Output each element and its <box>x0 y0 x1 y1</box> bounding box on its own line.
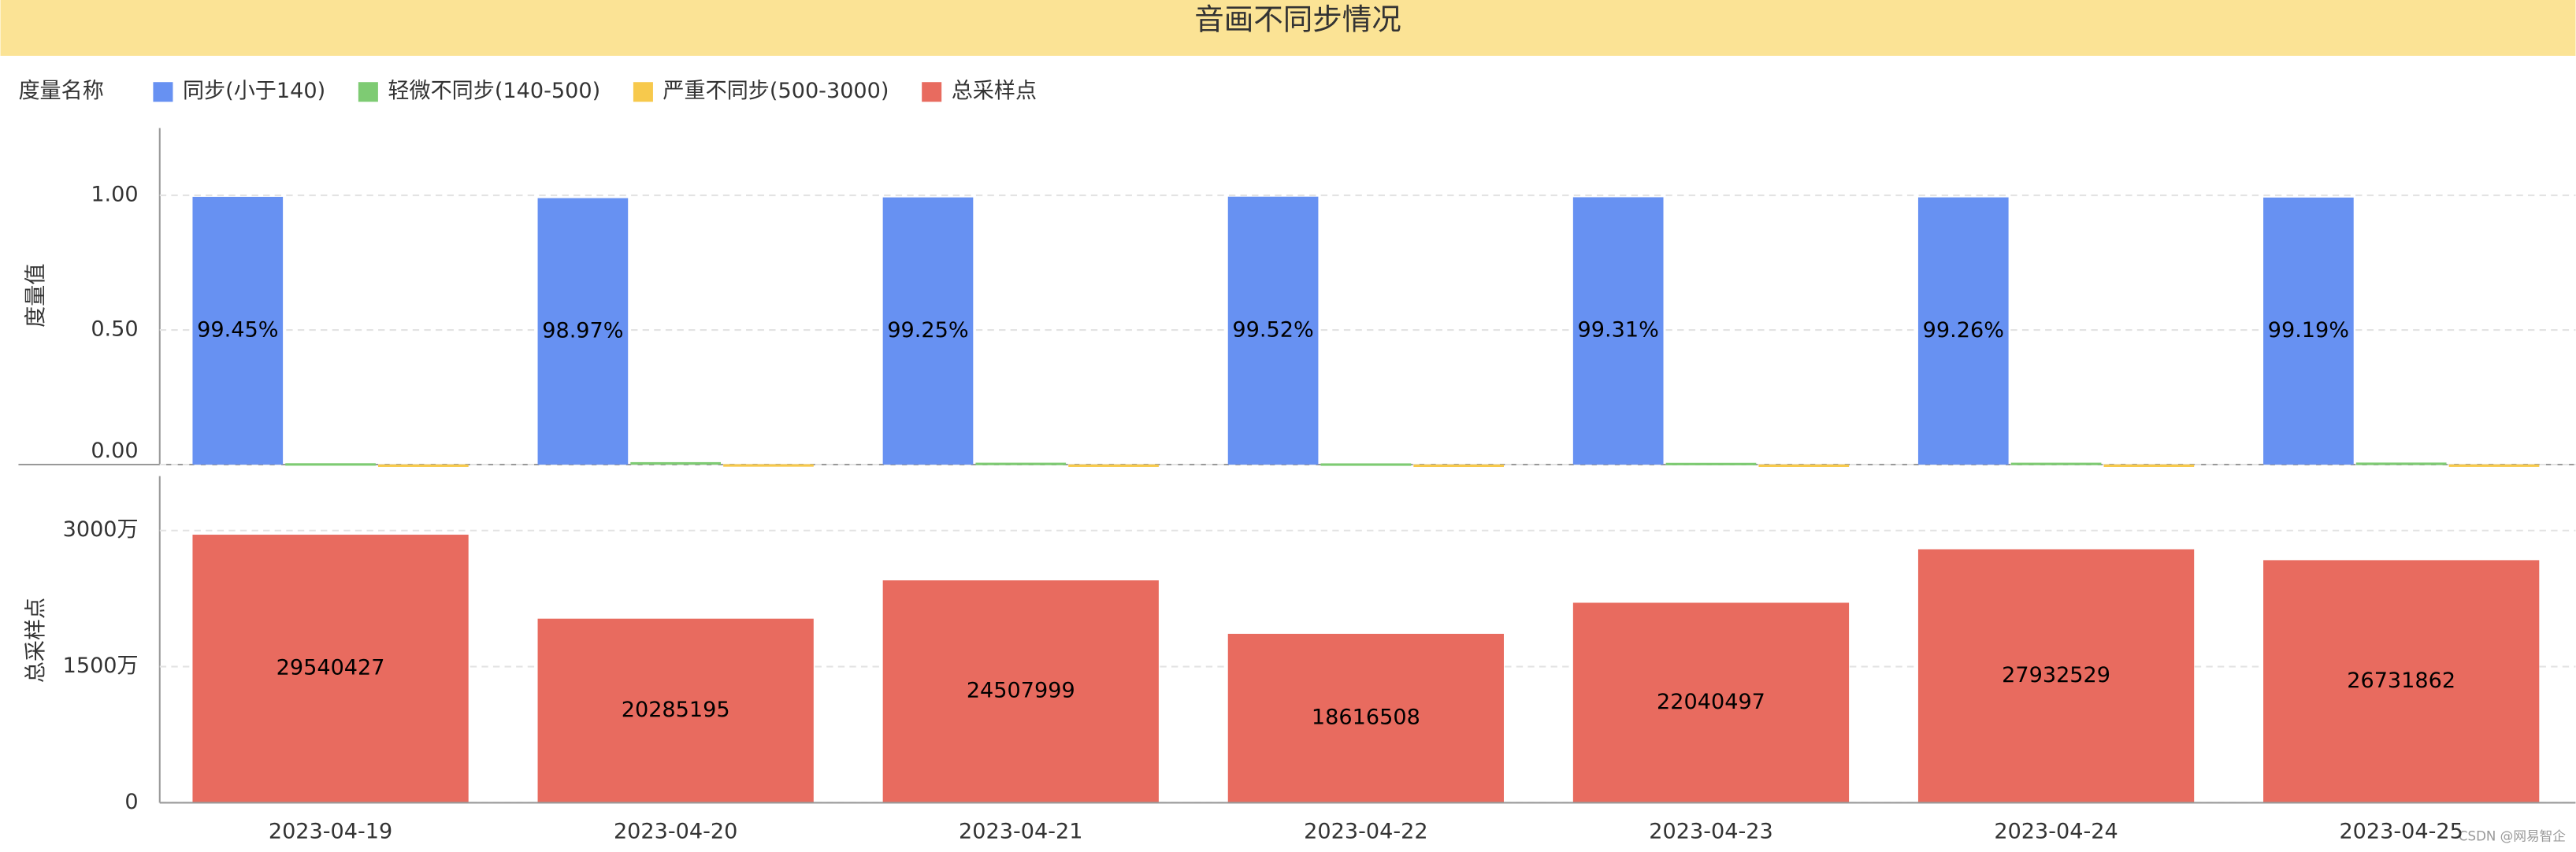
y-tick-label: 0 <box>124 790 138 814</box>
bar <box>882 197 974 465</box>
bar <box>1665 462 1757 465</box>
data-label: 18616508 <box>1312 706 1420 730</box>
bar <box>1227 633 1504 803</box>
bar <box>1917 549 2195 803</box>
data-label: 27932529 <box>2002 663 2110 687</box>
bar <box>1227 196 1319 465</box>
data-label: 98.97% <box>542 318 623 343</box>
legend-label: 总采样点 <box>952 79 1037 103</box>
x-tick-label: 2023-04-22 <box>1304 819 1427 843</box>
x-tick-label: 2023-04-21 <box>959 819 1082 843</box>
bar <box>537 618 814 803</box>
bar <box>378 464 469 467</box>
bar <box>723 464 814 467</box>
y-tick-label: 3000万 <box>63 517 139 542</box>
legend-label: 严重不同步(500-3000) <box>663 79 889 103</box>
chart-title: 音画不同步情况 <box>1194 2 1401 37</box>
data-label: 99.52% <box>1232 317 1313 342</box>
bar <box>2355 462 2447 465</box>
x-tick-label: 2023-04-25 <box>2339 819 2463 843</box>
data-label: 22040497 <box>1657 690 1765 714</box>
data-label: 20285195 <box>622 698 730 722</box>
bar <box>1917 197 2009 465</box>
y-tick-label: 1500万 <box>63 654 139 678</box>
bar <box>1413 464 1504 468</box>
bar <box>2448 464 2540 467</box>
bar <box>1572 602 1850 803</box>
data-label: 26731862 <box>2347 669 2455 693</box>
bar <box>192 196 284 465</box>
bar <box>285 463 376 466</box>
data-label: 99.19% <box>2268 318 2349 343</box>
y-tick-label: 0.00 <box>91 439 138 463</box>
bar <box>192 535 469 803</box>
data-label: 99.25% <box>887 318 968 343</box>
legend-label: 同步(小于140) <box>183 79 325 103</box>
watermark: CSDN @网易智企 <box>2459 829 2566 844</box>
legend-swatch <box>358 82 378 102</box>
y-axis-title: 度量值 <box>24 264 48 328</box>
bar <box>975 462 1067 465</box>
bar <box>1320 463 1412 466</box>
legend-swatch <box>153 82 173 102</box>
legend-swatch <box>922 82 942 102</box>
bar <box>1068 464 1159 467</box>
bar <box>2263 197 2354 465</box>
bar <box>537 198 629 465</box>
data-label: 99.31% <box>1578 318 1659 343</box>
bar <box>1758 464 1850 467</box>
bar <box>2263 560 2540 803</box>
data-label: 24507999 <box>967 679 1075 703</box>
bar <box>1572 197 1664 465</box>
data-label: 99.45% <box>197 317 278 342</box>
y-tick-label: 0.50 <box>91 317 138 342</box>
legend-swatch <box>633 82 653 102</box>
data-label: 29540427 <box>277 656 385 680</box>
y-tick-label: 1.00 <box>91 183 138 207</box>
bar <box>2010 462 2102 465</box>
data-label: 99.26% <box>1923 318 2004 343</box>
legend-label: 轻微不同步(140-500) <box>388 79 600 103</box>
y-axis-title: 总采样点 <box>24 598 48 683</box>
legend-title: 度量名称 <box>18 79 103 103</box>
bar <box>630 461 722 465</box>
x-tick-label: 2023-04-24 <box>1994 819 2118 843</box>
x-tick-label: 2023-04-23 <box>1649 819 1772 843</box>
x-tick-label: 2023-04-20 <box>614 819 737 843</box>
title-bar <box>0 0 2576 56</box>
bar <box>2103 464 2195 467</box>
x-tick-label: 2023-04-19 <box>269 819 392 843</box>
bar <box>882 580 1159 803</box>
